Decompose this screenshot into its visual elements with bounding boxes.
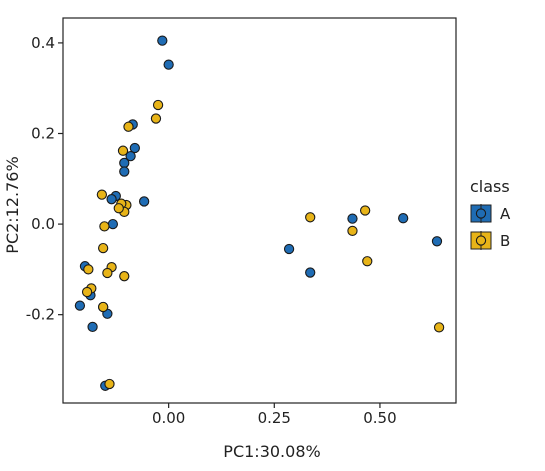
data-point-a bbox=[163, 59, 174, 70]
y-axis-title: PC2:12.76% bbox=[3, 156, 22, 253]
legend-key-a bbox=[470, 204, 492, 223]
legend-key-point bbox=[475, 208, 487, 219]
data-point-a bbox=[157, 35, 168, 46]
data-point-a bbox=[125, 150, 136, 162]
x-axis: 0.00 0.25 0.50 bbox=[152, 403, 397, 427]
data-point-b bbox=[362, 256, 373, 267]
data-point-b bbox=[433, 322, 445, 333]
x-tick-label: 0.50 bbox=[363, 409, 396, 427]
points-layer bbox=[74, 35, 445, 391]
data-point-a bbox=[119, 157, 130, 169]
y-tick-label: 0.2 bbox=[31, 125, 55, 143]
data-point-b bbox=[123, 121, 134, 132]
data-point-b bbox=[117, 145, 129, 156]
data-point-b bbox=[97, 242, 109, 254]
data-point-a bbox=[74, 300, 86, 311]
y-tick-label: -0.2 bbox=[26, 306, 55, 324]
data-point-b bbox=[104, 378, 115, 390]
data-point-b bbox=[96, 189, 108, 200]
data-point-a bbox=[398, 213, 409, 224]
data-point-b bbox=[97, 301, 109, 313]
legend: class AB bbox=[470, 177, 511, 250]
data-point-a bbox=[347, 213, 358, 224]
x-tick-label: 0.25 bbox=[258, 409, 291, 427]
legend-items: AB bbox=[470, 204, 511, 250]
x-tick-label: 0.00 bbox=[152, 409, 185, 427]
y-tick-label: 0.0 bbox=[31, 215, 55, 233]
data-point-b bbox=[99, 221, 110, 232]
data-point-b bbox=[119, 271, 130, 282]
y-axis: -0.2 0.0 0.2 0.4 bbox=[26, 34, 63, 324]
data-point-a bbox=[106, 194, 117, 205]
legend-title: class bbox=[470, 177, 510, 196]
data-point-a bbox=[431, 236, 443, 247]
data-point-b bbox=[359, 205, 371, 216]
data-point-b bbox=[83, 264, 94, 275]
x-axis-title: PC1:30.08% bbox=[223, 442, 320, 461]
data-point-a bbox=[305, 267, 316, 278]
y-tick-label: 0.4 bbox=[31, 34, 55, 52]
data-point-b bbox=[305, 212, 316, 223]
data-point-b bbox=[152, 99, 164, 111]
data-point-a bbox=[107, 218, 119, 230]
data-point-a bbox=[119, 166, 130, 177]
data-point-a bbox=[87, 321, 98, 333]
data-point-a bbox=[129, 142, 140, 154]
legend-key-point bbox=[475, 235, 487, 246]
data-point-b bbox=[347, 225, 358, 237]
data-point-a bbox=[283, 243, 295, 255]
data-point-b bbox=[150, 113, 162, 124]
data-point-a bbox=[138, 196, 150, 207]
data-point-b bbox=[81, 286, 93, 298]
data-point-b bbox=[102, 267, 113, 279]
data-point-b bbox=[113, 203, 124, 214]
plot-frame bbox=[62, 17, 457, 404]
legend-label-a: A bbox=[500, 205, 511, 223]
legend-key-b bbox=[470, 231, 492, 250]
legend-label-b: B bbox=[500, 232, 510, 250]
